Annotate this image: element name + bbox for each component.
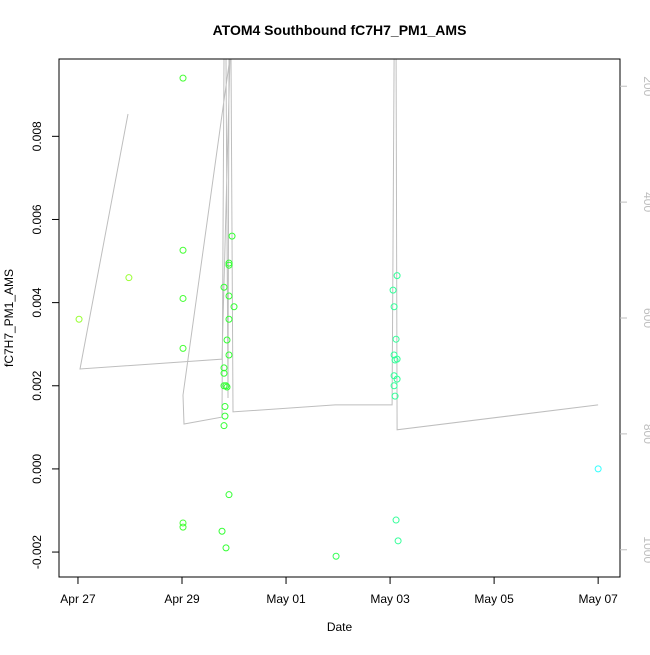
data-point — [179, 523, 187, 531]
data-point — [179, 344, 187, 352]
data-point — [223, 336, 231, 344]
x-tick-label: May 03 — [370, 592, 410, 606]
data-point — [220, 369, 228, 377]
data-point — [332, 552, 340, 560]
data-point — [389, 286, 397, 294]
data-point — [222, 382, 230, 390]
data-point — [179, 74, 187, 82]
data-point — [392, 335, 400, 343]
data-point — [225, 259, 233, 267]
y2-tick-label: 400 — [641, 192, 650, 212]
data-point — [393, 355, 401, 363]
axes-layer: Apr 27 Apr 29 May 01 May 03 May 05 May 07 -0.0… — [30, 76, 650, 606]
x-tick-label: May 01 — [266, 592, 306, 606]
x-tick-label: May 05 — [474, 592, 514, 606]
data-point — [221, 412, 229, 420]
data-point — [222, 544, 230, 552]
data-point — [228, 232, 236, 240]
data-point — [223, 383, 231, 391]
data-point — [391, 392, 399, 400]
data-point — [225, 261, 233, 269]
data-point — [225, 351, 233, 359]
x-tick-label: Apr 29 — [164, 592, 200, 606]
y2-tick-label: 800 — [641, 424, 650, 444]
x-tick-label: Apr 27 — [60, 592, 96, 606]
data-point — [179, 246, 187, 254]
data-point — [220, 422, 228, 430]
y2-tick-label: 600 — [641, 308, 650, 328]
gray-line-series — [79, 59, 599, 431]
y2-tick-label: 200 — [641, 76, 650, 96]
data-point — [218, 527, 226, 535]
y-tick-label: 0.002 — [30, 370, 44, 400]
y-tick-label: 0.000 — [30, 454, 44, 484]
y-tick-label: 0.006 — [30, 204, 44, 234]
data-point — [394, 537, 402, 545]
y-axis-label: fC7H7_PM1_AMS — [2, 269, 16, 367]
x-axis-label: Date — [327, 620, 353, 634]
data-point — [179, 294, 187, 302]
data-point — [392, 516, 400, 524]
y-tick-label: 0.004 — [30, 287, 44, 317]
y-tick-label: -0.002 — [30, 535, 44, 569]
data-point — [594, 465, 602, 473]
x-tick-label: May 07 — [578, 592, 618, 606]
data-point — [225, 292, 233, 300]
data-point — [220, 283, 228, 291]
y2-tick-label: 1000 — [641, 536, 650, 563]
data-point — [393, 375, 401, 383]
point-layer — [75, 74, 602, 560]
line-layer — [79, 59, 599, 431]
data-point — [125, 274, 133, 282]
data-point — [390, 382, 398, 390]
data-point — [179, 519, 187, 527]
data-point — [393, 272, 401, 280]
chart-title: ATOM4 Southbound fC7H7_PM1_AMS — [213, 22, 467, 38]
data-point — [225, 315, 233, 323]
data-point — [221, 403, 229, 411]
data-point — [230, 303, 238, 311]
data-point — [390, 303, 398, 311]
y-tick-label: 0.008 — [30, 121, 44, 151]
data-point — [220, 364, 228, 372]
data-point — [225, 491, 233, 499]
plot-frame — [58, 58, 621, 578]
data-point — [75, 315, 83, 323]
